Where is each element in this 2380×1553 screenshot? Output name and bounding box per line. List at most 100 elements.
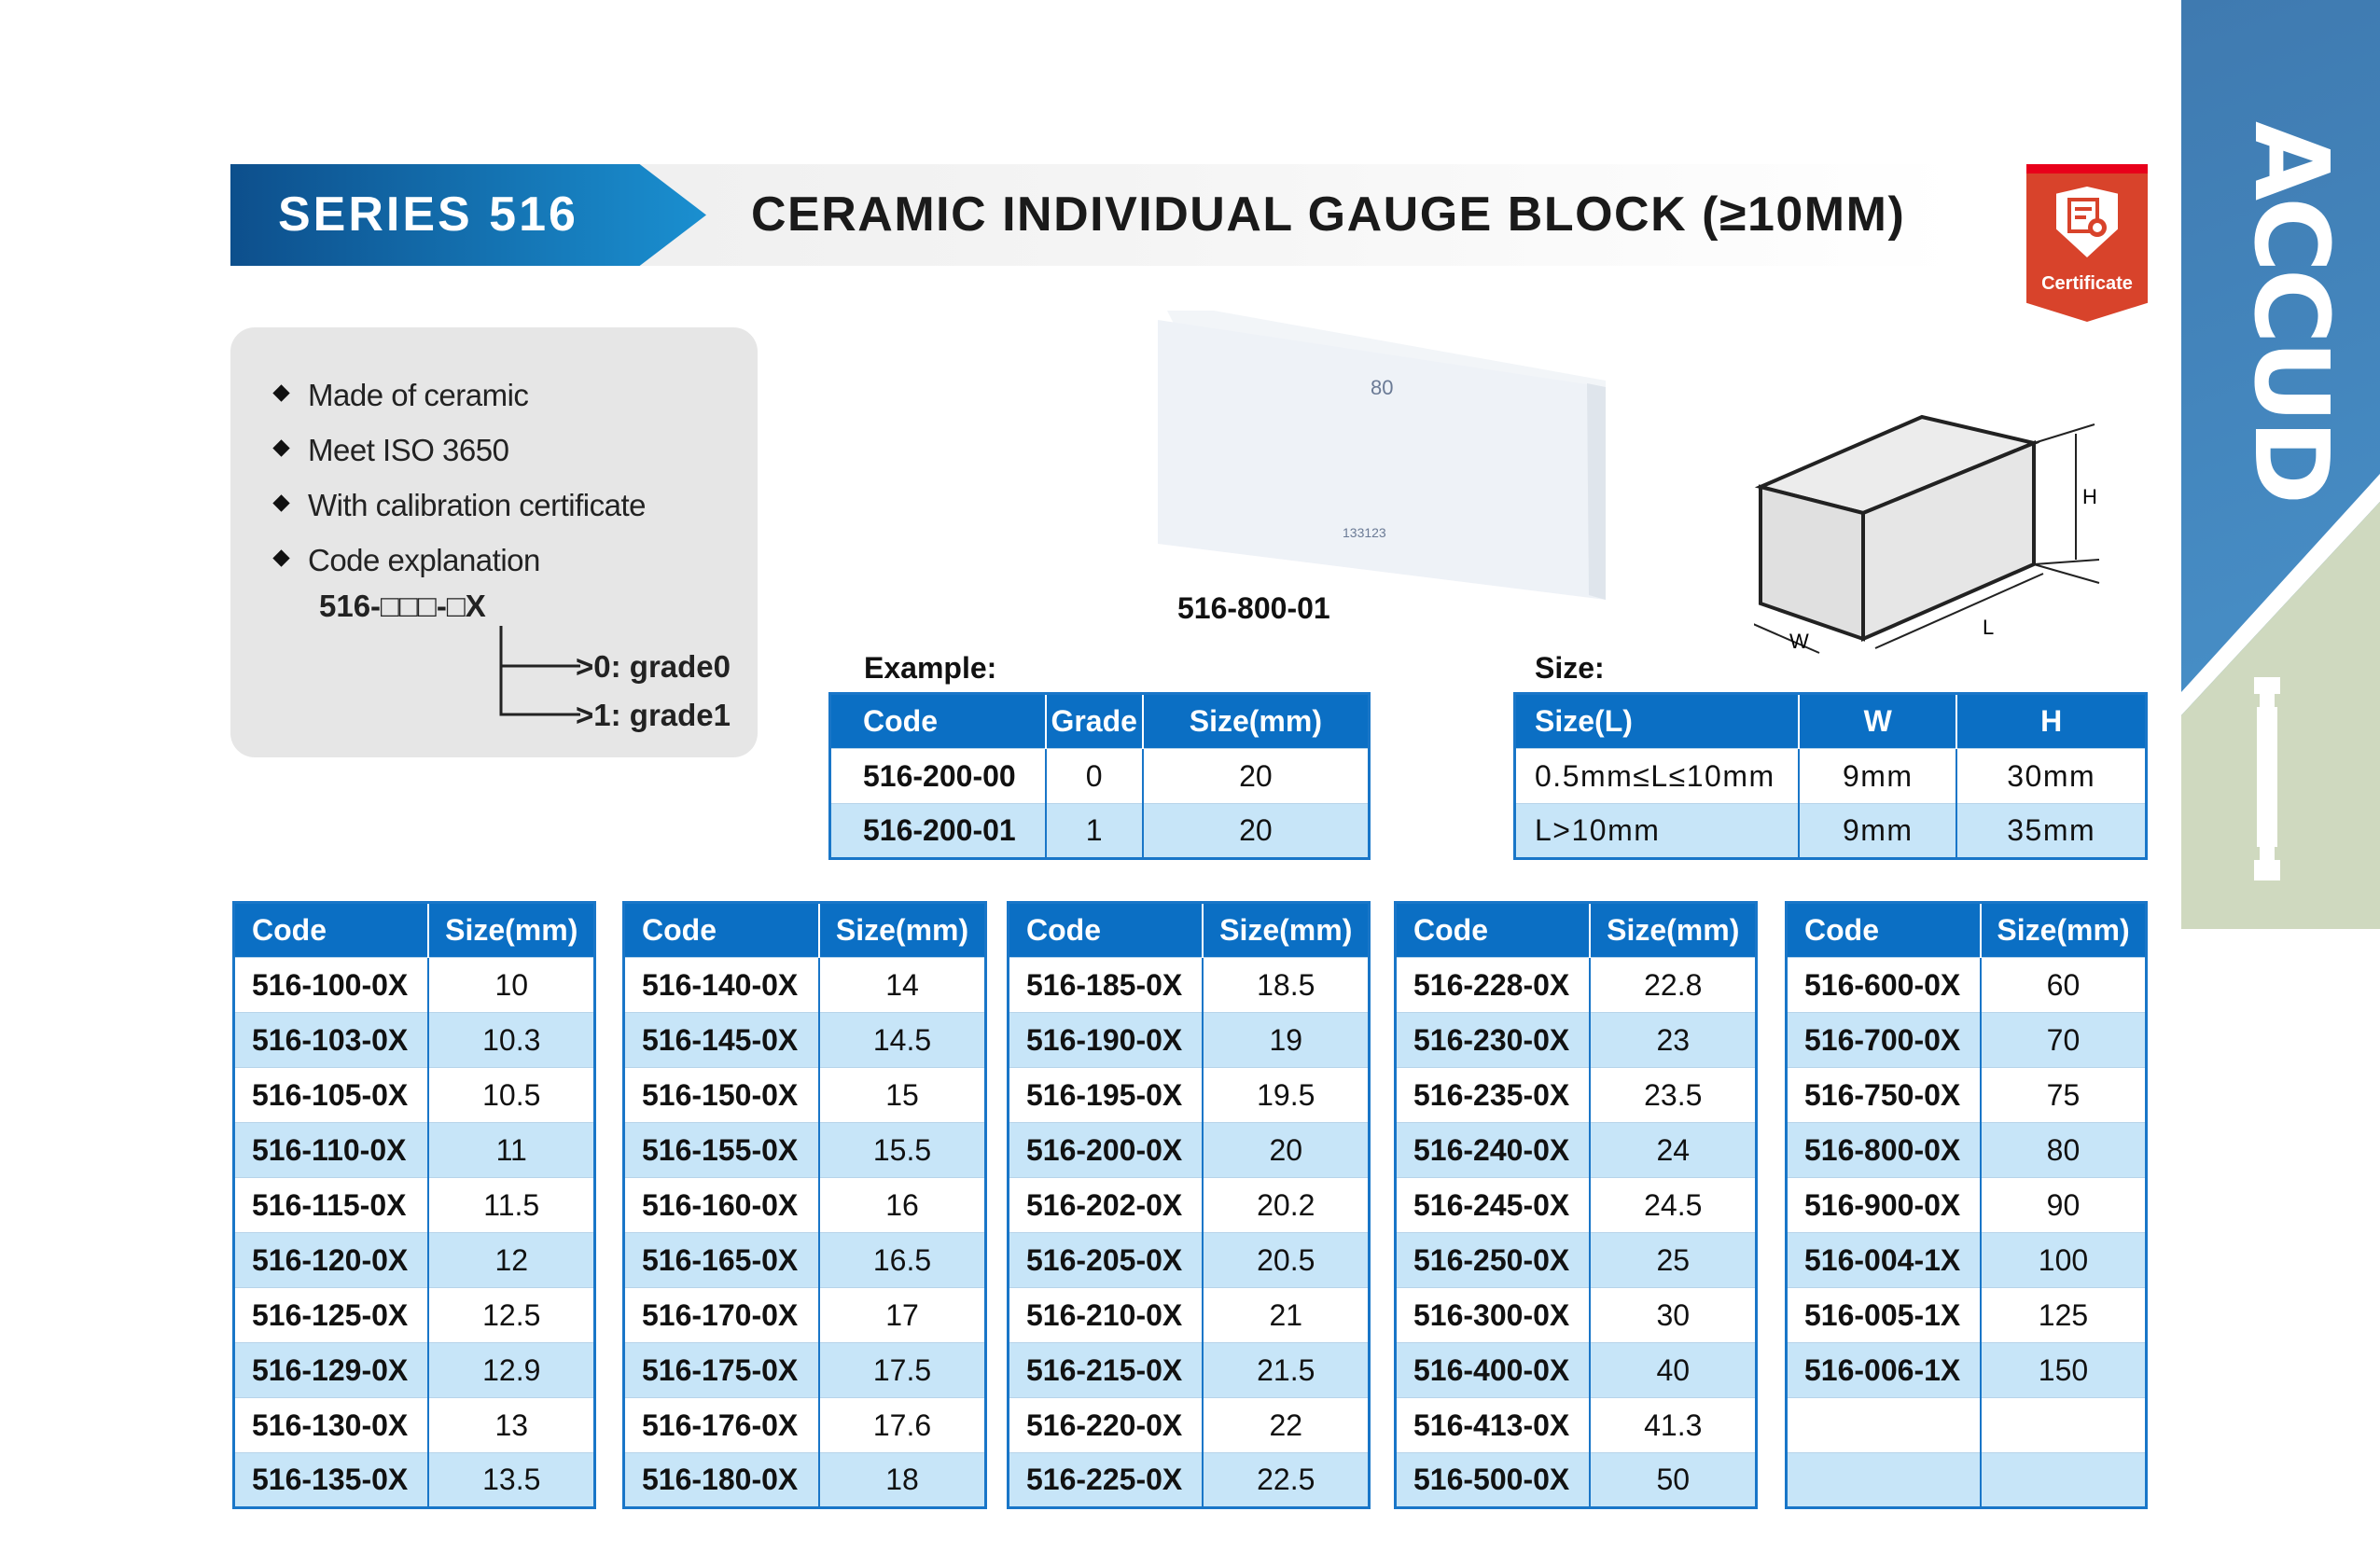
table-cell: 100 — [1979, 1232, 2147, 1288]
table-cell: 516-200-01 — [829, 803, 1046, 859]
product-image: 80 133123 — [1158, 311, 1606, 600]
table-cell: 75 — [1979, 1067, 2147, 1123]
bullet-icon — [272, 549, 290, 567]
table-row: 516-110-0X 11 — [233, 1122, 595, 1178]
code-table-4: Code Size(mm) 516-228-0X 22.8 516-230-0X 23 51… — [1394, 901, 1758, 1509]
table-cell: 516-125-0X — [233, 1287, 429, 1343]
table-row: 516-129-0X 12.9 — [233, 1342, 595, 1398]
table-cell: 516-176-0X — [623, 1397, 820, 1453]
table-cell: 516-175-0X — [623, 1342, 820, 1398]
table-cell: 23 — [1589, 1012, 1757, 1068]
table-cell: 15.5 — [818, 1122, 986, 1178]
column-header: Size(mm) — [427, 902, 595, 958]
table-row: 516-170-0X 17 — [623, 1287, 986, 1343]
table-cell: 516-210-0X — [1008, 1287, 1204, 1343]
table-row: 516-750-0X 75 — [1786, 1067, 2147, 1123]
size-table: Size(L) W H 0.5mm≤L≤10mm 9mm 30mm L>10mm 9mm 35m… — [1513, 692, 2148, 860]
table-cell: 30 — [1589, 1287, 1757, 1343]
column-header: Code — [233, 902, 429, 958]
feature-text: Meet ISO 3650 — [308, 433, 509, 467]
table-cell: 516-185-0X — [1008, 957, 1204, 1013]
table-cell — [1786, 1397, 1981, 1453]
table-cell: 516-129-0X — [233, 1342, 429, 1398]
table-cell: 150 — [1979, 1342, 2147, 1398]
table-cell: 516-200-00 — [829, 748, 1046, 804]
column-header: Size(mm) — [1589, 902, 1757, 958]
table-cell: 516-225-0X — [1008, 1452, 1204, 1508]
table-cell: 12.9 — [427, 1342, 595, 1398]
table-row: 516-205-0X 20.5 — [1008, 1232, 1370, 1288]
table-row: 516-145-0X 14.5 — [623, 1012, 986, 1068]
product-label: 516-800-01 — [1177, 591, 1330, 625]
table-cell: 516-240-0X — [1395, 1122, 1591, 1178]
table-row: 516-700-0X 70 — [1786, 1012, 2147, 1068]
width-label: W — [1789, 630, 1809, 653]
table-cell: 24.5 — [1589, 1177, 1757, 1233]
table-row: 516-175-0X 17.5 — [623, 1342, 986, 1398]
feature-text: With calibration certificate — [308, 488, 646, 522]
table-cell: 516-165-0X — [623, 1232, 820, 1288]
table-cell: 516-228-0X — [1395, 957, 1591, 1013]
column-header: Size(L) — [1514, 693, 1800, 749]
column-header: Size(mm) — [1979, 902, 2147, 958]
table-row: 516-190-0X 19 — [1008, 1012, 1370, 1068]
table-cell: 516-230-0X — [1395, 1012, 1591, 1068]
table-cell: 30mm — [1955, 748, 2147, 804]
table-cell: 21.5 — [1202, 1342, 1370, 1398]
table-cell: 15 — [818, 1067, 986, 1123]
table-cell: 516-140-0X — [623, 957, 820, 1013]
table-cell: 16 — [818, 1177, 986, 1233]
table-row: 516-202-0X 20.2 — [1008, 1177, 1370, 1233]
feature-text: Made of ceramic — [308, 378, 529, 412]
table-cell: 12.5 — [427, 1287, 595, 1343]
table-cell: 516-005-1X — [1786, 1287, 1981, 1343]
table-cell: 17.5 — [818, 1342, 986, 1398]
table-cell: 516-900-0X — [1786, 1177, 1981, 1233]
table-cell: 20 — [1202, 1122, 1370, 1178]
table-cell: 13 — [427, 1397, 595, 1453]
column-header: H — [1955, 693, 2147, 749]
table-cell: 516-300-0X — [1395, 1287, 1591, 1343]
table-cell: 19 — [1202, 1012, 1370, 1068]
table-cell: 516-006-1X — [1786, 1342, 1981, 1398]
table-cell: 20 — [1141, 748, 1370, 804]
table-row: 516-130-0X 13 — [233, 1397, 595, 1453]
table-row: 516-228-0X 22.8 — [1395, 957, 1757, 1013]
table-row: 516-160-0X 16 — [623, 1177, 986, 1233]
table-cell: 516-180-0X — [623, 1452, 820, 1508]
table-cell: 24 — [1589, 1122, 1757, 1178]
column-header: Code — [829, 693, 1046, 749]
code-table-3: Code Size(mm) 516-185-0X 18.5 516-190-0X 19 51… — [1007, 901, 1371, 1509]
certificate-label: Certificate — [2041, 273, 2133, 294]
table-row: 516-900-0X 90 — [1786, 1177, 2147, 1233]
certificate-shield-icon — [2056, 187, 2118, 257]
code-branch-lines — [499, 626, 580, 716]
table-cell: 16.5 — [818, 1232, 986, 1288]
table-cell: 10 — [427, 957, 595, 1013]
table-row: 516-210-0X 21 — [1008, 1287, 1370, 1343]
table-row: 516-215-0X 21.5 — [1008, 1342, 1370, 1398]
table-cell: 22.8 — [1589, 957, 1757, 1013]
table-cell: 516-110-0X — [233, 1122, 429, 1178]
table-cell: 50 — [1589, 1452, 1757, 1508]
header-row: Size(L) W H — [1514, 693, 2147, 749]
features-panel: Made of ceramic Meet ISO 3650 With calib… — [230, 327, 758, 757]
table-cell: 516-160-0X — [623, 1177, 820, 1233]
table-cell: 516-205-0X — [1008, 1232, 1204, 1288]
table-row: 516-006-1X 150 — [1786, 1342, 2147, 1398]
table-row: 516-220-0X 22 — [1008, 1397, 1370, 1453]
code-table-5: Code Size(mm) 516-600-0X 60 516-700-0X 70 516-… — [1785, 901, 2148, 1509]
table-row: 516-225-0X 22.5 — [1008, 1452, 1370, 1508]
table-row: 516-150-0X 15 — [623, 1067, 986, 1123]
table-cell: 60 — [1979, 957, 2147, 1013]
table-row — [1786, 1397, 2147, 1453]
table-cell: 9mm — [1798, 803, 1957, 859]
table-row: 516-800-0X 80 — [1786, 1122, 2147, 1178]
table-cell: 516-105-0X — [233, 1067, 429, 1123]
code-table-2: Code Size(mm) 516-140-0X 14 516-145-0X 14.5 51… — [622, 901, 987, 1509]
length-label: L — [1983, 616, 1994, 639]
table-cell: 516-600-0X — [1786, 957, 1981, 1013]
table-cell: 1 — [1044, 803, 1143, 859]
table-cell: 516-500-0X — [1395, 1452, 1591, 1508]
feature-item: With calibration certificate — [272, 488, 646, 523]
